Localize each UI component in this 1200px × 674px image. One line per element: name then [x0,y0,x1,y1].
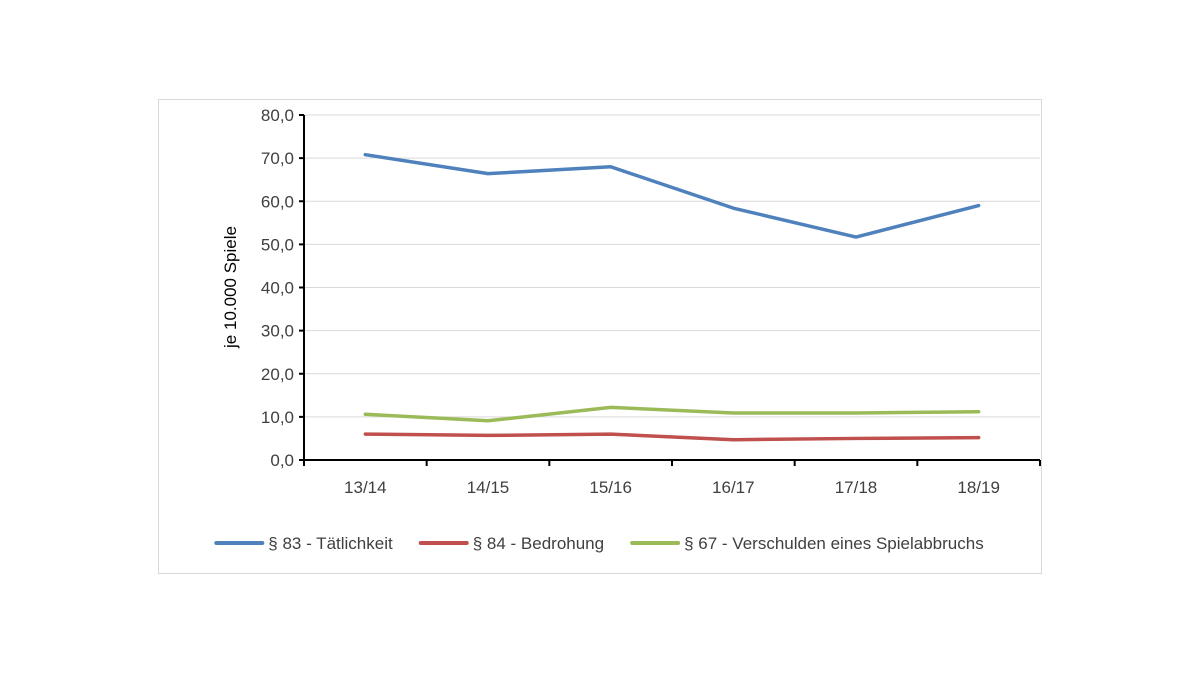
chart-frame [158,99,1042,574]
legend-label: § 84 - Bedrohung [473,534,604,553]
series-line-2 [363,432,981,442]
y-axis-title: je 10.000 Spiele [221,226,240,349]
x-tick-labels: 13/14 14/15 15/16 16/17 17/18 18/19 [344,478,1000,497]
y-tick-label: 40,0 [261,279,294,298]
y-tick-label: 50,0 [261,235,294,254]
y-tick-label: 20,0 [261,365,294,384]
y-tick-label: 0,0 [270,451,294,470]
legend-item-1: § 83 - Tätlichkeit [214,534,393,553]
y-tick-labels: 0,0 10,0 20,0 30,0 40,0 50,0 60,0 70,0 80,0 [261,106,294,470]
y-tick-label: 70,0 [261,149,294,168]
series-lines [363,152,981,442]
x-tick-label: 15/16 [589,478,632,497]
x-tick-label: 13/14 [344,478,387,497]
legend-item-3: § 67 - Verschulden eines Spielabbruchs [630,534,984,553]
y-tick-label: 80,0 [261,106,294,125]
x-tick-label: 16/17 [712,478,755,497]
series-line-3 [363,405,981,423]
legend-label: § 67 - Verschulden eines Spielabbruchs [684,534,984,553]
legend: § 83 - Tätlichkeit § 84 - Bedrohung § 67 -… [214,534,984,553]
series-line-1 [363,152,981,239]
y-tick-label: 10,0 [261,408,294,427]
y-tick-label: 30,0 [261,322,294,341]
gridlines [304,114,1040,418]
x-tick-label: 14/15 [467,478,510,497]
legend-item-2: § 84 - Bedrohung [418,534,604,553]
y-tick-label: 60,0 [261,192,294,211]
legend-label: § 83 - Tätlichkeit [268,534,393,553]
x-tick-label: 17/18 [835,478,878,497]
x-tick-label: 18/19 [957,478,1000,497]
axes [299,114,1041,466]
